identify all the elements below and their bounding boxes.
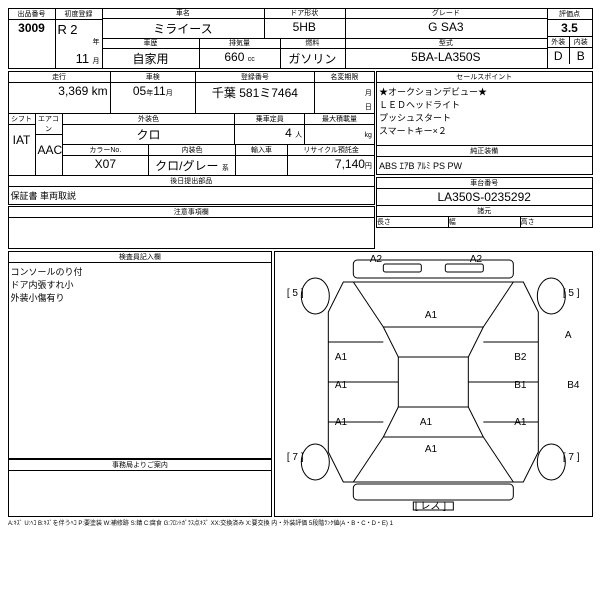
model-lbl: 型式 <box>345 38 547 49</box>
dl-a1-1: A1 <box>425 310 437 321</box>
month: 11 <box>76 51 90 66</box>
inspect-lbl: 検査員記入欄 <box>9 252 272 263</box>
odo-lbl: 走行 <box>9 72 110 83</box>
extcol-lbl: 外装色 <box>63 114 235 125</box>
int-score: B <box>570 48 592 64</box>
note1: コンソールのり付 <box>11 265 270 278</box>
ext-score: D <box>548 48 571 64</box>
mid-rows: 走行 3,369 km 車検 05年11月 登録番号 千葉 581ミ7464 名… <box>8 71 592 249</box>
cap-lbl: 乗車定員 <box>235 114 304 125</box>
ext-lbl: 外装 <box>548 37 570 47</box>
dl-a1-3: A1 <box>335 380 347 391</box>
colno: X07 <box>63 156 149 172</box>
odo: 3,369 km <box>9 83 110 99</box>
bottom-row: 検査員記入欄 コンソールのり付 ドア内張すれ小 外装小傷有り 事務局よりご案内 <box>8 252 592 517</box>
dl-b4: B4 <box>567 380 579 391</box>
point1: ★オークションデビュー★ <box>379 85 590 98</box>
chassis-lbl: 車台番号 <box>377 178 592 189</box>
points-lbl: セールスポイント <box>377 72 592 83</box>
dl-a1-2: A1 <box>335 352 347 363</box>
dl-a2-2: A2 <box>470 254 482 265</box>
colno-lbl: カラーNo. <box>63 145 149 156</box>
caution-lbl: 注意事項欄 <box>9 207 374 218</box>
hist-lbl: 車歴 <box>102 38 199 49</box>
year-sfx: 年 <box>93 37 100 47</box>
score: 3.5 <box>548 20 592 36</box>
reg-lbl: 登録番号 <box>196 72 314 83</box>
extcol: クロ <box>63 125 235 144</box>
import-lbl: 輸入車 <box>236 145 287 156</box>
month-sfx: 月 <box>93 58 100 65</box>
door-lbl: ドア形状 <box>264 8 345 19</box>
door: 5HB <box>264 19 345 35</box>
shaken-m: 11 <box>153 84 165 98</box>
grade-lbl: グレード <box>345 8 547 19</box>
shaken-lbl: 車検 <box>111 72 195 83</box>
equip: ABS ｴｱB ｱﾙﾐ PS PW <box>377 157 592 174</box>
later-lbl: 後日提出部品 <box>9 176 374 187</box>
intcol-lbl: 内装色 <box>149 145 235 156</box>
note2: ドア内張すれ小 <box>11 278 270 291</box>
dl-a1-6: A1 <box>514 417 526 428</box>
shift-lbl: シフト <box>9 114 35 125</box>
equip-lbl: 純正装備 <box>377 146 592 157</box>
shaken-y: 05 <box>133 84 146 98</box>
point2: ＬＥＤヘッドライト <box>379 98 590 111</box>
fuel: ガソリン <box>280 49 345 68</box>
ac-lbl: エアコン <box>36 114 62 135</box>
dl-b2: B2 <box>514 352 526 363</box>
disp-lbl: 排気量 <box>199 38 280 49</box>
office-lbl: 事務局よりご案内 <box>9 460 272 471</box>
cap: 4 <box>285 126 292 140</box>
era: R <box>58 22 67 37</box>
recycle-lbl: リサイクル預託金 <box>288 145 374 156</box>
note3: 外装小傷有り <box>11 291 270 304</box>
header-row: 出品番号 3009 初度登録 R 2 年 11 月 車名 ミライース ドア形状 … <box>8 8 592 68</box>
dl-b1: B1 <box>514 380 526 391</box>
disp: 660 <box>224 50 244 64</box>
ac: AAC <box>36 135 62 158</box>
year: 2 <box>70 22 77 37</box>
firstreg-lbl: 初度登録 <box>56 9 102 20</box>
point4: スマートキー×２ <box>379 124 590 137</box>
fuel-lbl: 燃料 <box>280 38 345 49</box>
chassis: LA350S-0235292 <box>377 189 592 205</box>
dl-a: A <box>565 330 572 341</box>
reg: 千葉 581ミ7464 <box>196 83 314 102</box>
load-lbl: 最大積載量 <box>305 114 374 125</box>
car-name: ミライース <box>102 19 264 38</box>
name-lbl: 車名 <box>102 8 264 19</box>
dl-a1-4: A1 <box>335 417 347 428</box>
intcol: クロ/グレー <box>155 159 218 173</box>
shift: IAT <box>9 125 35 148</box>
car-diagram: A2 A2 [ 5 ] [ 5 ] A1 A A1 B2 A1 B1 B4 A1… <box>275 252 592 512</box>
car-svg <box>275 252 592 512</box>
due-lbl: 名変期限 <box>315 72 374 83</box>
model: 5BA-LA350S <box>345 49 547 65</box>
point3: プッシュスタート <box>379 111 590 124</box>
dl-a1-5: A1 <box>420 417 432 428</box>
hist: 自家用 <box>102 49 199 68</box>
recycle: 7,140 <box>335 157 365 171</box>
dl-a1-7: A1 <box>425 444 437 455</box>
lot-lbl: 出品番号 <box>9 9 55 20</box>
int-lbl: 内装 <box>570 37 592 47</box>
docs: 保証書 車両取説 <box>9 187 374 204</box>
dims-lbl: 諸元 <box>377 206 592 217</box>
lot-no: 3009 <box>9 20 55 36</box>
disp-sfx: cc <box>248 56 255 63</box>
legend-footer: A:ｷｽﾞ U:ﾍｺ B:ｷｽﾞを伴うﾍｺ P:要塗装 W:補修跡 S:錆 C:… <box>8 518 592 527</box>
grade: G SA3 <box>345 19 547 35</box>
score-lbl: 評価点 <box>548 9 592 20</box>
dl-a2-1: A2 <box>370 254 382 265</box>
